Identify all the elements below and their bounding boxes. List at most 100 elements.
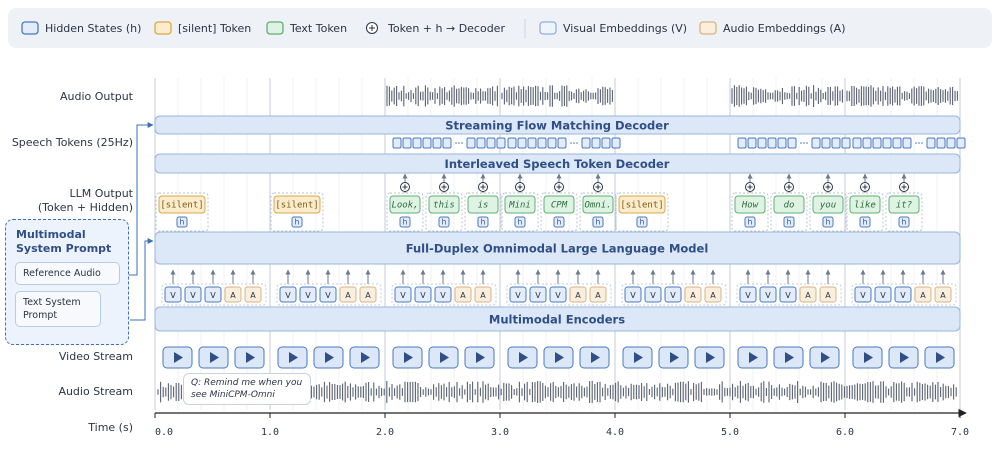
text-token [389,195,421,214]
legend-label: Visual Embeddings (V) [563,22,687,35]
plus-icon [747,184,753,190]
speech-token [892,137,902,149]
visual-embedding [854,286,872,303]
visual-embedding [394,286,412,303]
embedding-label: V [325,291,331,300]
audio-embedding [934,286,952,303]
play-icon [210,352,219,363]
embedding-group [851,283,957,306]
legend-label: Text Token [289,22,347,35]
hidden-label: h [826,218,831,227]
speech-token [737,137,747,149]
play-icon [785,352,794,363]
token-label: Look, [391,201,418,211]
visual-embedding [184,286,202,303]
plus-icon [480,184,486,190]
speech-token [852,137,862,149]
hidden-state [636,216,648,228]
token-label: it? [896,201,912,211]
plus-icon [517,184,523,190]
speech-token [486,137,496,149]
ellipsis-dot [921,142,923,144]
token-group [770,192,808,232]
hidden-label: h [403,218,408,227]
token-label: this [433,201,455,211]
time-tick-label: 5.0 [721,427,739,438]
hidden-label: h [442,218,447,227]
time-tick-label: 0.0 [155,427,173,438]
hidden-state [553,216,565,228]
legend-label: [silent] Token [178,22,251,35]
time-tick-label: 1.0 [261,427,279,438]
plus-icon [862,184,868,190]
play-icon [670,352,679,363]
audio-embedding [704,286,722,303]
token-label: like [854,201,876,211]
embedding-group [736,283,842,306]
row-label: Video Stream [59,350,133,363]
text-token [504,195,536,214]
token-label: [silent] [620,201,663,211]
token-label: is [478,201,489,211]
speech-token [517,137,527,149]
play-icon [440,352,449,363]
embedding-label: V [515,291,521,300]
embedding-label: A [710,291,716,300]
embedding-label: V [400,291,406,300]
token-group [579,192,617,232]
legend-swatch [154,21,172,35]
play-icon [404,352,413,363]
legend-swatch [699,21,717,35]
text-token [467,195,499,214]
embedding-group [276,283,382,306]
embedding-label: V [880,291,886,300]
speech-token [432,137,442,149]
plus-icon [825,184,831,190]
embedding-label: V [170,291,176,300]
speech-token [956,137,966,149]
time-tick-label: 3.0 [491,427,509,438]
embedding-label: A [480,291,486,300]
speech-token [507,137,517,149]
token-label: CPM [551,201,568,211]
speech-token [402,137,412,149]
block [154,231,961,265]
system-prompt-box: Multimodal System Prompt Reference Audio… [5,219,129,345]
legend-label: Token + h → Decoder [387,22,505,35]
visual-embedding [509,286,527,303]
visual-embedding [164,286,182,303]
speech-token [476,137,486,149]
play-icon [476,352,485,363]
annotation: Q: Remind me when you see MiniCPM-Omni [183,373,311,405]
block [154,153,961,174]
embedding-label: A [250,291,256,300]
hidden-state [898,216,910,228]
token-label: How [741,201,759,211]
speech-token [757,137,767,149]
token-label: you [819,201,836,211]
audio-embedding [589,286,607,303]
silent-token [158,195,206,214]
play-icon [634,352,643,363]
embedding-label: A [460,291,466,300]
block-label: Streaming Flow Matching Decoder [445,119,669,133]
visual-embedding [319,286,337,303]
text-token [773,195,805,214]
token-label: do [784,201,795,211]
ellipsis-dot [455,142,457,144]
play-icon [821,352,830,363]
token-label: Omni. [584,201,611,211]
embedding-label: V [765,291,771,300]
ellipsis-dot [573,142,575,144]
embedding-label: V [210,291,216,300]
row-label: Audio Stream [58,385,133,398]
block [154,306,961,332]
speech-token [466,137,476,149]
hidden-label: h [640,218,645,227]
audio-embedding [224,286,242,303]
audio-embedding [914,286,932,303]
visual-embedding [779,286,797,303]
speech-token [412,137,422,149]
plus-icon [595,184,601,190]
